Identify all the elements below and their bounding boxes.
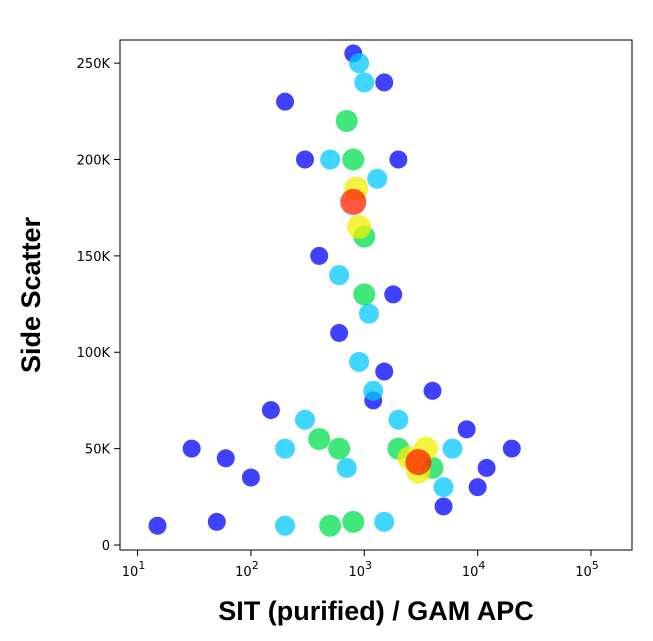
density-cell (328, 437, 351, 460)
density-cell (148, 516, 167, 535)
x-tick-label: 103 (349, 559, 373, 580)
x-tick-exponent: 4 (478, 559, 485, 572)
density-cell (388, 409, 409, 430)
density-cell (261, 401, 280, 420)
density-cell (389, 150, 408, 169)
density-cell (405, 449, 432, 476)
density-cell (353, 283, 376, 306)
density-cell (442, 438, 463, 459)
x-tick-exponent: 5 (592, 559, 599, 572)
density-cell (320, 149, 341, 170)
density-cell (502, 439, 521, 458)
density-cell (329, 265, 350, 286)
density-cell (336, 457, 357, 478)
x-tick-label: 102 (235, 559, 259, 580)
density-cell (241, 468, 260, 487)
y-tick-label: 0 (102, 539, 110, 554)
density-cell (295, 409, 316, 430)
x-axis-title: SIT (purified) / GAM APC (218, 596, 533, 626)
y-axis-title: Side Scatter (16, 216, 46, 373)
density-cell (207, 512, 226, 531)
density-cell (342, 510, 365, 533)
density-cell (375, 362, 394, 381)
x-tick-label: 104 (462, 559, 486, 580)
density-cell (275, 515, 296, 536)
y-tick-label: 50K (85, 443, 111, 458)
density-cell (384, 285, 403, 304)
density-cell (296, 150, 315, 169)
y-tick-label: 100K (77, 346, 111, 361)
density-cell (310, 246, 329, 265)
density-cell (433, 477, 454, 498)
density-cell (276, 92, 295, 111)
x-tick-exponent: 3 (365, 559, 372, 572)
x-tick-exponent: 1 (138, 559, 145, 572)
y-tick-label: 250K (77, 57, 111, 72)
density-cell (308, 427, 331, 450)
density-cell (375, 73, 394, 92)
density-cell (335, 109, 358, 132)
y-tick-label: 200K (77, 154, 111, 169)
density-cell (434, 497, 453, 516)
x-tick-exponent: 2 (252, 559, 259, 572)
density-cell (182, 439, 201, 458)
density-cell (354, 72, 375, 93)
plot-frame (119, 39, 633, 551)
y-tick-label: 150K (77, 250, 111, 265)
density-cell (275, 438, 296, 459)
density-cell (216, 449, 235, 468)
x-tick-label: 101 (122, 559, 146, 580)
density-cell (340, 188, 367, 215)
density-cell (367, 168, 388, 189)
density-cell (423, 381, 442, 400)
density-cell (330, 323, 349, 342)
density-cell (358, 303, 379, 324)
density-cell (363, 380, 384, 401)
density-cell (468, 478, 487, 497)
marks (148, 44, 521, 537)
density-cell (374, 511, 395, 532)
density-cell (349, 351, 370, 372)
x-tick-label: 105 (575, 559, 599, 580)
density-cell (477, 458, 496, 477)
density-cell (457, 420, 476, 439)
density-cell (342, 148, 365, 171)
density-cell (347, 214, 372, 239)
density-cell (349, 53, 370, 74)
density-cell (319, 514, 342, 537)
